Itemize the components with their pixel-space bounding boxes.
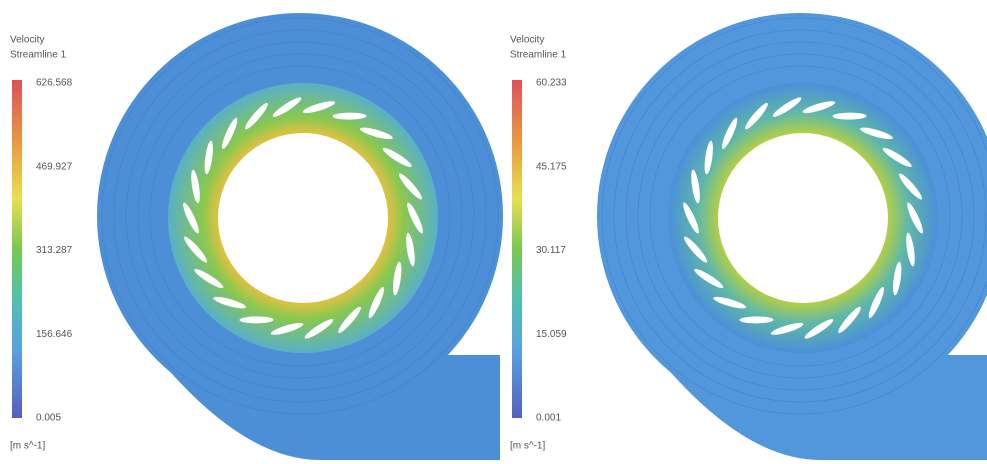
legend-subtitle: Streamline 1 bbox=[510, 50, 567, 61]
legend-subtitle: Streamline 1 bbox=[10, 50, 67, 61]
legend-unit: [m s^-1] bbox=[10, 441, 45, 452]
color-bar bbox=[12, 80, 22, 418]
panel: Velocity Streamline 1 60.233 45.175 30.117 15… bbox=[510, 13, 987, 460]
legend-label: 156.646 bbox=[36, 329, 73, 340]
impeller-hole bbox=[218, 133, 388, 303]
legend-label: 313.287 bbox=[36, 245, 73, 256]
legend-label: 469.927 bbox=[36, 161, 73, 172]
panel: Velocity Streamline 1 626.568 469.927 313.28… bbox=[10, 13, 503, 460]
legend-label: 626.568 bbox=[36, 78, 73, 89]
legend-label: 60.233 bbox=[536, 78, 567, 89]
screenshot: Velocity Streamline 1 626.568 469.927 313.28… bbox=[0, 0, 987, 464]
legend-title: Velocity bbox=[510, 35, 544, 46]
legend-label: 0.005 bbox=[36, 413, 61, 424]
legend-label: 30.117 bbox=[536, 245, 566, 256]
impeller-hole bbox=[718, 133, 888, 303]
legend-label: 0.001 bbox=[536, 413, 561, 424]
legend-label: 15.059 bbox=[536, 329, 567, 340]
legend-unit: [m s^-1] bbox=[510, 441, 545, 452]
legend-label: 45.175 bbox=[536, 161, 567, 172]
legend-title: Velocity bbox=[10, 35, 44, 46]
color-bar bbox=[512, 80, 522, 418]
